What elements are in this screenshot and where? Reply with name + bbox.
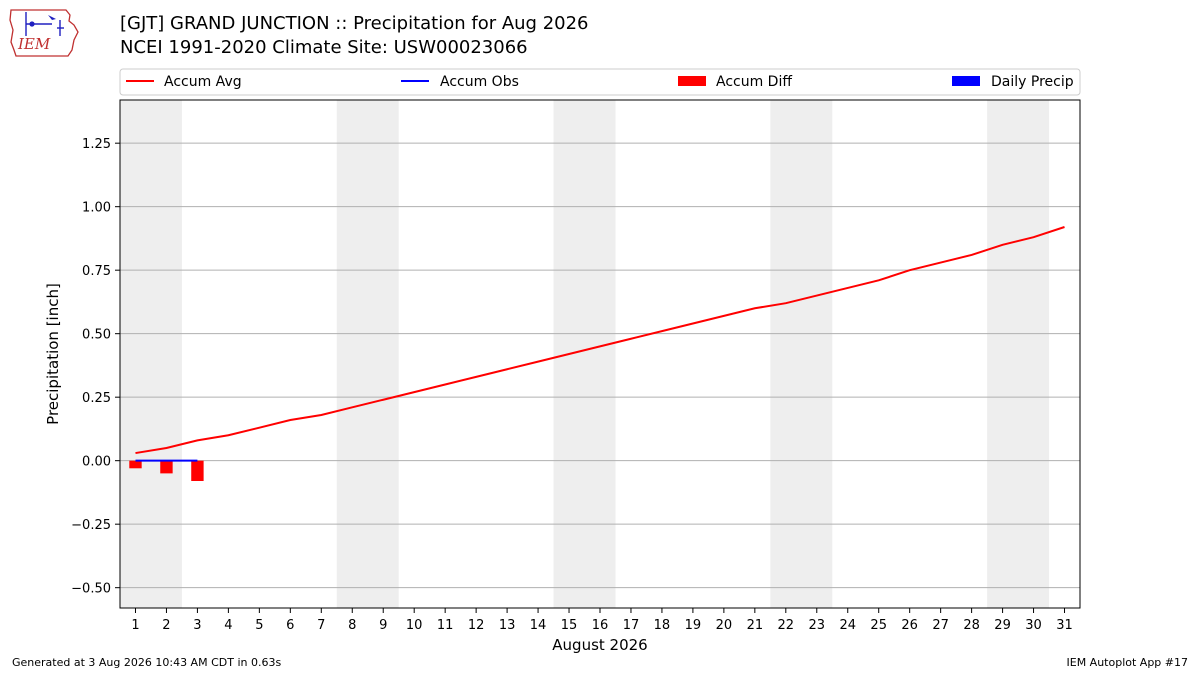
x-tick-label: 25 [870, 618, 887, 633]
bar-accum-diff [160, 460, 173, 474]
x-tick-label: 4 [224, 618, 232, 633]
x-tick-label: 6 [286, 618, 294, 633]
x-tick-label: 5 [255, 618, 263, 633]
weekend-band [120, 100, 182, 608]
y-tick-label: 0.00 [82, 455, 111, 470]
weekend-band [770, 100, 833, 608]
weekend-band [987, 100, 1050, 608]
x-tick-label: 14 [530, 618, 547, 633]
footer-app-text: IEM Autoplot App #17 [1066, 656, 1189, 669]
line-series [135, 226, 1065, 462]
weather-station-icon [25, 12, 64, 36]
x-tick-label: 23 [809, 618, 826, 633]
x-tick-label: 21 [747, 618, 764, 633]
bar-accum-diff [191, 460, 204, 481]
x-tick-label: 19 [685, 618, 702, 633]
iem-logo: IEM [9, 9, 79, 57]
footer-generated-text: Generated at 3 Aug 2026 10:43 AM CDT in … [12, 656, 282, 669]
x-tick-label: 18 [654, 618, 671, 633]
iowa-state-outline-icon [9, 9, 79, 57]
legend-frame [119, 68, 1081, 96]
x-tick-label: 15 [561, 618, 578, 633]
chart-legend: Accum Avg Accum Obs Accum Diff Daily Precip [119, 68, 1081, 96]
x-tick-label: 12 [468, 618, 485, 633]
y-tick-label: 0.50 [82, 328, 111, 343]
weekend-band [336, 100, 399, 608]
x-tick-label: 3 [193, 618, 201, 633]
x-tick-label: 30 [1025, 618, 1042, 633]
x-tick-label: 22 [778, 618, 795, 633]
x-axis-label: August 2026 [552, 636, 647, 654]
y-tick-label: 1.00 [82, 201, 111, 216]
legend-accum-obs-label: Accum Obs [440, 74, 519, 90]
y-tick-label: 0.75 [82, 264, 111, 279]
x-tick-label: 7 [317, 618, 325, 633]
bar-accum-diff [129, 460, 142, 469]
x-tick-label: 20 [716, 618, 733, 633]
x-tick-label: 1 [131, 618, 139, 633]
x-tick-label: 13 [499, 618, 516, 633]
y-axis: −0.50 −0.25 0.00 0.25 0.50 0.75 1.00 1.25 [71, 137, 120, 597]
grid-lines [120, 142, 1080, 589]
legend-accum-diff-label: Accum Diff [716, 74, 792, 90]
weekend-band [553, 100, 616, 608]
legend-accum-avg-label: Accum Avg [164, 74, 242, 90]
x-tick-label: 10 [406, 618, 423, 633]
x-tick-label: 11 [437, 618, 454, 633]
y-tick-label: 1.25 [82, 137, 111, 152]
x-tick-label: 29 [994, 618, 1011, 633]
x-tick-label: 17 [623, 618, 640, 633]
chart-title-line1: [GJT] GRAND JUNCTION :: Precipitation fo… [120, 13, 589, 34]
x-tick-label: 31 [1056, 618, 1073, 633]
x-tick-label: 28 [963, 618, 980, 633]
chart-title-line2: NCEI 1991-2020 Climate Site: USW00023066 [120, 37, 528, 58]
bar-series [129, 460, 204, 481]
weekend-bands [120, 100, 1050, 608]
legend-daily-precip-swatch [952, 76, 980, 86]
line-accum-avg [135, 226, 1065, 455]
legend-accum-diff-swatch [678, 76, 706, 86]
y-axis-label: Precipitation [inch] [44, 283, 62, 425]
x-tick-label: 2 [162, 618, 170, 633]
x-tick-label: 27 [932, 618, 949, 633]
x-tick-label: 9 [379, 618, 387, 633]
x-tick-label: 8 [348, 618, 356, 633]
x-tick-label: 26 [901, 618, 918, 633]
y-tick-label: −0.25 [71, 518, 111, 533]
legend-daily-precip-label: Daily Precip [991, 74, 1074, 90]
x-tick-label: 24 [839, 618, 856, 633]
x-tick-label: 16 [592, 618, 609, 633]
x-axis: 1 2 3 4 5 6 7 8 9 10 11 12 13 14 15 16 17 18 19 20 21 22 23 24 2… [131, 608, 1073, 633]
y-tick-label: 0.25 [82, 391, 111, 406]
logo-text: IEM [17, 35, 51, 53]
y-tick-label: −0.50 [71, 582, 111, 597]
